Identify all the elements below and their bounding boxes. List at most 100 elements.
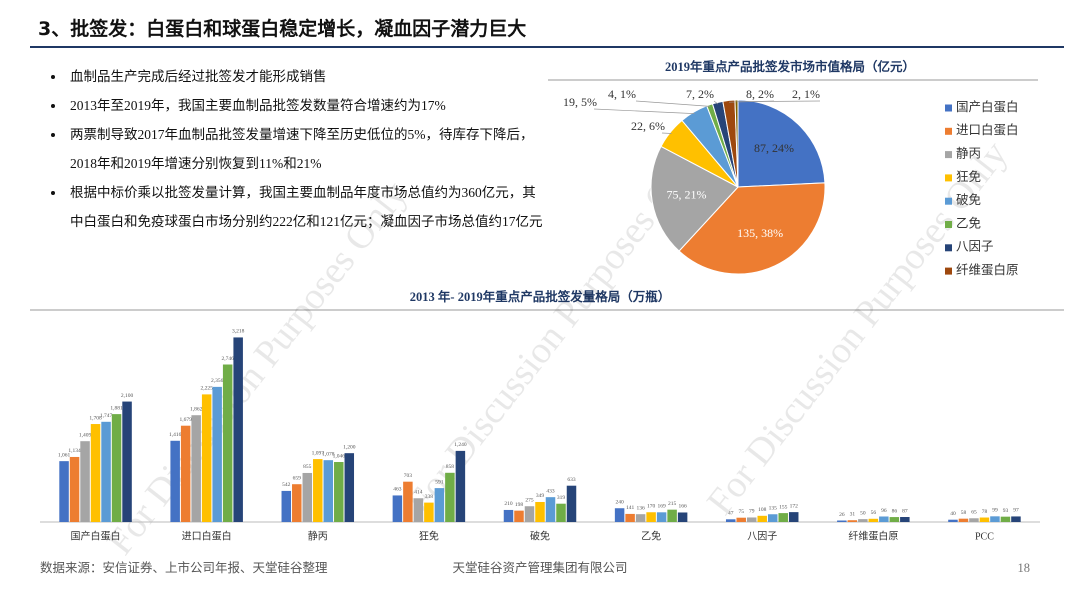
legend-label: 八因子	[956, 240, 994, 254]
bar	[59, 461, 69, 522]
data-label: 1,881	[110, 405, 123, 411]
data-label: 1,409	[79, 432, 92, 438]
bar	[1000, 516, 1011, 522]
data-label: 170	[647, 504, 656, 510]
data-label: 40	[950, 511, 956, 517]
data-label: 26	[839, 512, 845, 518]
legend-label: 纤维蛋白原	[956, 262, 1019, 277]
data-label: 22, 6%	[631, 119, 665, 133]
bar	[948, 519, 958, 522]
data-label: 169	[657, 504, 666, 510]
x-tick-label: 静丙	[308, 529, 328, 542]
bar	[614, 508, 625, 522]
data-label: 58	[961, 510, 967, 516]
bar	[514, 510, 524, 522]
data-label: 338	[425, 494, 434, 500]
bar	[858, 519, 868, 522]
bar	[434, 488, 445, 522]
data-label: 433	[546, 488, 555, 494]
bar	[677, 512, 688, 522]
x-tick-label: 乙免	[641, 529, 661, 542]
bar	[667, 509, 677, 522]
data-label: 1,240	[454, 442, 467, 448]
bullet: 两票制导致2017年血制品批签发量增速下降至历史低位的5%，待库存下降后，201…	[66, 120, 544, 178]
bar	[101, 421, 111, 522]
legend-label: 静丙	[956, 146, 981, 160]
bar	[757, 515, 767, 522]
legend-swatch	[945, 104, 952, 112]
bar	[445, 472, 455, 522]
data-label: 1,747	[100, 413, 113, 419]
page-number: 18	[1018, 561, 1031, 575]
data-label: 135	[769, 506, 778, 512]
data-label: 1,046	[333, 453, 346, 459]
data-label: 633	[567, 477, 576, 483]
bar	[524, 506, 535, 522]
data-label: 2,225	[200, 386, 213, 392]
x-tick-label: 八因子	[747, 530, 777, 542]
data-label: 542	[282, 482, 291, 488]
bar	[725, 519, 736, 522]
x-tick-label: 国产白蛋白	[71, 529, 121, 542]
legend-swatch	[945, 151, 952, 159]
bar	[889, 517, 900, 522]
x-tick-label: 纤维蛋白原	[848, 529, 898, 542]
data-label: 463	[393, 487, 402, 493]
bullet: 根据中标价乘以批签发量计算，我国主要血制品年度市场总值约为360亿元，其中白蛋白…	[66, 178, 544, 236]
data-label: 172	[790, 503, 799, 509]
company: 天堂硅谷资产管理集团有限公司	[452, 560, 627, 575]
data-label: 86	[892, 508, 898, 514]
bar	[69, 456, 80, 522]
bar	[767, 514, 778, 522]
data-label: 1,097	[312, 450, 325, 456]
bar	[313, 459, 323, 522]
legend-swatch	[945, 127, 952, 135]
bar	[170, 440, 180, 522]
data-label: 108	[758, 507, 767, 513]
legend-label: 破免	[956, 192, 981, 207]
data-label: 1,862	[190, 406, 203, 412]
bar	[545, 497, 556, 522]
data-label: 855	[303, 464, 312, 470]
legend-swatch	[945, 221, 952, 228]
data-label: 87, 24%	[754, 141, 794, 155]
data-label: 79	[749, 509, 755, 515]
data-label: 210	[504, 501, 513, 507]
bar	[111, 414, 122, 522]
bar	[334, 462, 344, 522]
bar	[736, 517, 746, 522]
bar	[292, 484, 302, 522]
bar	[455, 450, 466, 522]
x-tick-label: PCC	[975, 531, 994, 542]
bar	[646, 512, 656, 522]
bar	[344, 453, 355, 522]
bullet-list: 血制品生产完成后经过批签发才能形成销售 2013年至2019年，我国主要血制品批…	[20, 62, 544, 236]
data-label: 4, 1%	[608, 87, 636, 101]
data-label: 1,708	[89, 415, 102, 421]
data-label: 858	[446, 464, 455, 470]
data-label: 1,061	[58, 452, 71, 458]
data-label: 2,746	[221, 356, 234, 362]
data-label: 65	[971, 510, 977, 516]
bar	[122, 401, 132, 522]
data-label: 275	[525, 497, 534, 503]
bar	[847, 520, 858, 522]
bullet: 血制品生产完成后经过批签发才能形成销售	[66, 62, 544, 91]
data-label: 8, 2%	[746, 87, 774, 101]
data-label: 19, 5%	[563, 95, 597, 109]
bar	[778, 513, 788, 522]
leader-line	[736, 100, 821, 103]
legend-swatch	[945, 267, 952, 275]
bar	[879, 516, 889, 522]
legend-label: 乙免	[956, 215, 981, 230]
data-label: 56	[871, 510, 877, 516]
bar	[625, 513, 635, 522]
pie-slice	[678, 182, 826, 275]
data-label: 198	[515, 502, 524, 508]
data-label: 2,100	[121, 393, 134, 399]
data-label: 349	[536, 493, 545, 499]
data-label: 591	[435, 479, 444, 485]
bar-title: 2013 年- 2019年重点产品批签发量格局（万瓶）	[410, 289, 670, 304]
